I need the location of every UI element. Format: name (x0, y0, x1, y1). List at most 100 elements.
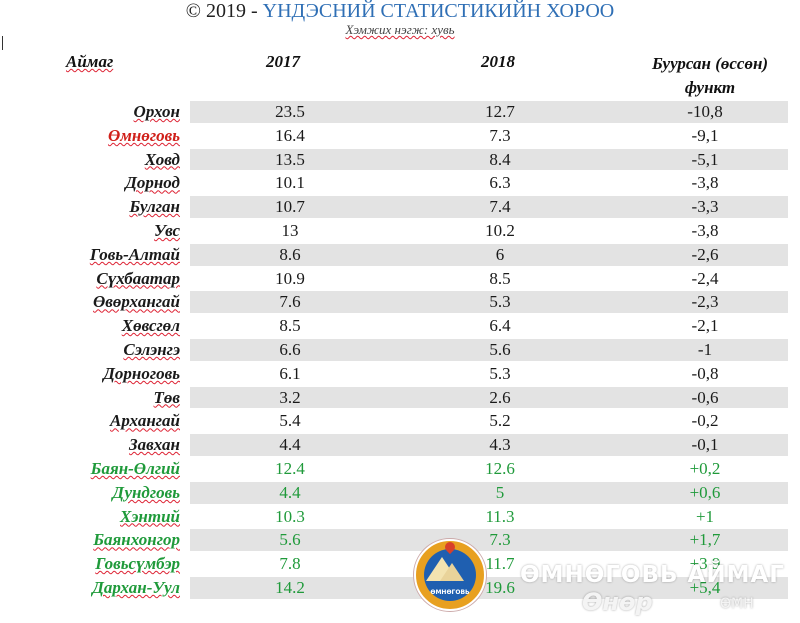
diff-cell: -5,1 (691, 149, 719, 169)
diff-cell: +5,4 (689, 577, 721, 597)
value-2017-cell: 10.1 (275, 173, 305, 193)
value-2018-cell: 19.6 (485, 577, 515, 597)
diff-cell: -9,1 (691, 125, 719, 145)
value-2018-cell: 5 (495, 482, 505, 502)
table-row: Сүхбаатар 10.9 8.5 -2,4 (0, 267, 800, 291)
value-2018-cell: 7.3 (489, 530, 511, 550)
column-header-diff: Буурсан (өссөн) функт (651, 54, 769, 97)
aimag-name-cell: Говь-Алтай (89, 244, 180, 264)
table-row: Орхон 23.5 12.7 -10,8 (0, 100, 800, 124)
aimag-name-cell: Дорноговь (103, 363, 180, 383)
value-2017-cell: 13.5 (275, 149, 305, 169)
diff-cell: -2,1 (691, 316, 719, 336)
unit-subtitle: Хэмжих нэгж: хувь (345, 22, 455, 37)
table-row: Говь-Алтай 8.6 6 -2,6 (0, 243, 800, 267)
aimag-name-cell: Ховд (144, 149, 180, 169)
diff-cell: +0,2 (689, 458, 721, 478)
table-row: Дорноговь 6.1 5.3 -0,8 (0, 362, 800, 386)
aimag-name-cell: Увс (154, 220, 180, 240)
aimag-name-cell: Дархан-Уул (92, 577, 180, 597)
aimag-name-cell: Завхан (129, 435, 180, 455)
aimag-name-cell: Төв (153, 387, 180, 407)
aimag-name-cell: Булган (129, 197, 180, 217)
row-stripe (190, 172, 788, 195)
row-stripe (190, 457, 788, 480)
text-cursor (2, 36, 3, 50)
row-stripe (190, 362, 788, 385)
row-stripe (190, 553, 788, 575)
row-stripe (190, 267, 788, 290)
aimag-name-cell: Баян-Өлгий (90, 458, 180, 478)
omnogovi-emblem-icon: ӨМНӨГОВЬ (414, 539, 486, 611)
table-row: Өвөрхангай 7.6 5.3 -2,3 (0, 290, 800, 314)
value-2018-cell: 12.7 (485, 102, 515, 121)
value-2017-cell: 4.4 (279, 435, 301, 455)
diff-cell: +1 (695, 506, 715, 526)
value-2018-cell: 7.4 (489, 197, 511, 217)
value-2017-cell: 13 (281, 220, 299, 240)
aimag-name-cell: Хэнтий (120, 506, 180, 526)
table-row: Дундговь 4.4 5 +0,6 (0, 481, 800, 505)
aimag-name-cell: Сүхбаатар (96, 268, 180, 288)
logo-text: ӨМНӨГОВЬ (430, 589, 470, 596)
table-row: Өмнөговь 16.4 7.3 -9,1 (0, 124, 800, 148)
organization-name: ҮНДЭСНИЙ СТАТИСТИКИЙН ХОРОО (262, 0, 615, 22)
watermark-title: ӨМНӨГОВЬ АЙМАГ (520, 562, 785, 588)
value-2017-cell: 16.4 (275, 125, 305, 145)
row-stripe (190, 243, 788, 266)
diff-cell: -0,2 (691, 411, 719, 431)
row-stripe (190, 434, 788, 456)
diff-cell: -0,1 (691, 435, 719, 455)
row-stripe (190, 148, 788, 171)
value-2018-cell: 2.6 (489, 387, 511, 407)
aimag-name-cell: Хөвсгөл (121, 316, 180, 336)
table-row: Баянхонгор 5.6 7.3 +1,7 (0, 528, 800, 552)
row-stripe (190, 196, 788, 218)
diff-cell: -3,8 (691, 220, 719, 240)
row-stripe (190, 410, 788, 433)
value-2017-cell: 7.6 (279, 292, 301, 312)
value-2017-cell: 3.2 (279, 387, 301, 407)
value-2018-cell: 6.4 (489, 316, 511, 336)
table-row: Увс 13 10.2 -3,8 (0, 219, 800, 243)
aimag-name-cell: Дорнод (125, 173, 180, 193)
value-2018-cell: 7.3 (489, 125, 511, 145)
table-row: Булган 10.7 7.4 -3,3 (0, 195, 800, 219)
aimag-name-cell: Говьсүмбэр (95, 554, 180, 574)
diff-cell: -10,8 (687, 102, 723, 121)
row-stripe (190, 291, 788, 314)
diff-cell: -2,3 (691, 292, 719, 312)
watermark-slogan: Өнөр (582, 588, 653, 616)
diff-cell: -0,6 (691, 387, 719, 407)
diff-cell: +0,6 (689, 482, 721, 502)
table-row: Баян-Өлгий 12.4 12.6 +0,2 (0, 457, 800, 481)
row-stripe (190, 101, 788, 123)
diff-cell: -0,8 (691, 363, 719, 383)
aimag-name-cell: Баянхонгор (93, 530, 180, 550)
value-2018-cell: 8.5 (489, 268, 511, 288)
column-header-2017: 2017 (266, 52, 300, 71)
watermark-short: ӨМН (720, 596, 754, 612)
row-stripe (190, 338, 788, 361)
value-2017-cell: 10.7 (275, 197, 305, 217)
table-row: Сэлэнгэ 6.6 5.6 -1 (0, 338, 800, 362)
row-stripe (190, 219, 788, 242)
value-2018-cell: 11.3 (485, 506, 515, 526)
diff-cell: +3,9 (689, 554, 721, 574)
value-2017-cell: 10.9 (275, 268, 305, 288)
value-2017-cell: 5.6 (279, 530, 301, 550)
value-2017-cell: 14.2 (275, 577, 305, 597)
value-2017-cell: 7.8 (279, 554, 301, 574)
value-2017-cell: 4.4 (279, 482, 301, 502)
aimag-name-cell: Сэлэнгэ (123, 339, 180, 359)
table-row: Дорнод 10.1 6.3 -3,8 (0, 171, 800, 195)
table-header: Аймаг 2017 2018 Буурсан (өссөн) функт (0, 48, 800, 98)
table-row: Дархан-Уул 14.2 19.6 +5,4 (0, 576, 800, 600)
column-header-2018: 2018 (481, 52, 515, 71)
aimag-name-cell: Өмнөговь (107, 125, 180, 145)
value-2018-cell: 6.3 (489, 173, 511, 193)
table-row: Ховд 13.5 8.4 -5,1 (0, 148, 800, 172)
table-row: Архангай 5.4 5.2 -0,2 (0, 409, 800, 433)
value-2018-cell: 5.6 (489, 339, 511, 359)
value-2017-cell: 8.5 (279, 316, 301, 336)
